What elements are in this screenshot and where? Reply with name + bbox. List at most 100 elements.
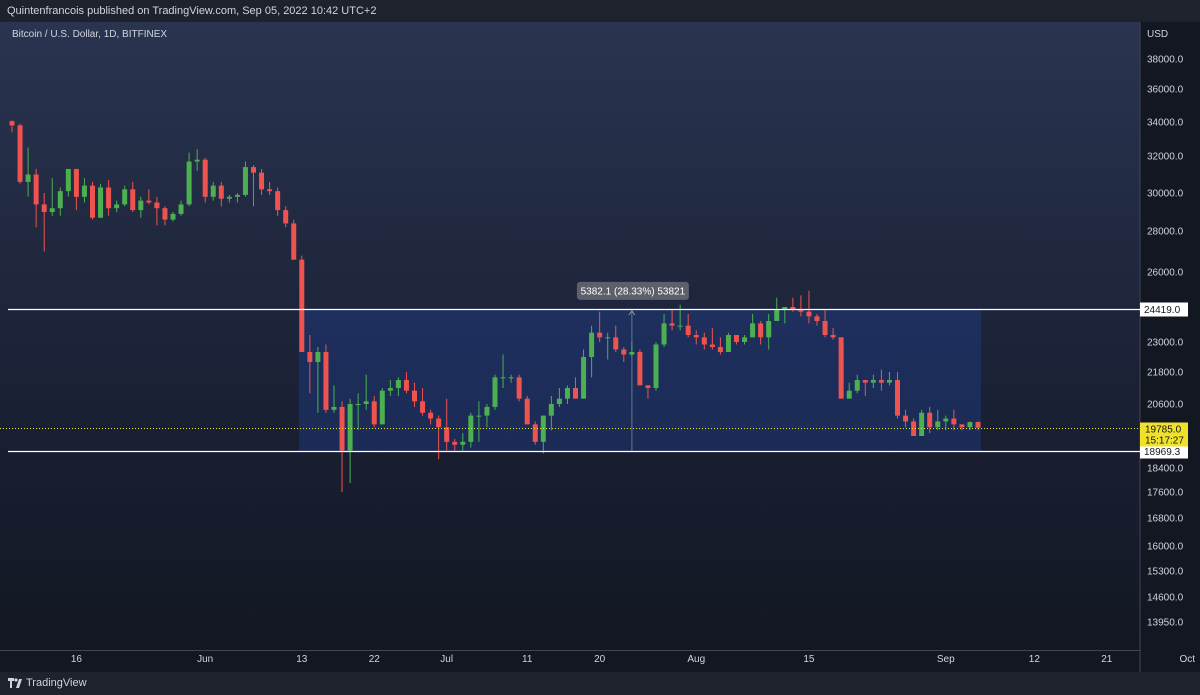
candle-body	[798, 309, 804, 312]
candle-body	[564, 388, 570, 399]
lines-layer	[0, 308, 1140, 453]
candle-body	[106, 187, 112, 209]
candle-body	[347, 404, 353, 451]
candle-body	[766, 321, 772, 338]
time-tick-label: 13	[296, 654, 308, 665]
level-price-label: 24419.0	[1144, 305, 1181, 316]
candle-body	[717, 347, 723, 352]
footer-bar: TradingView	[0, 672, 1200, 695]
candle-body	[226, 196, 232, 199]
candle-body	[677, 325, 683, 327]
candle-body	[725, 335, 731, 352]
candle-body	[299, 259, 305, 352]
candle-body	[621, 349, 627, 355]
candle-body	[790, 307, 796, 310]
candle-body	[806, 311, 812, 317]
time-tick-label: 20	[594, 654, 606, 665]
candle-body	[49, 208, 55, 212]
candle-body	[33, 174, 39, 205]
countdown-label: 15:17:27	[1145, 436, 1184, 447]
current-price-badge	[1140, 422, 1188, 447]
candle-body	[275, 191, 281, 211]
candle-body	[420, 401, 426, 413]
candle-body	[548, 404, 554, 416]
tradingview-logo-icon	[8, 678, 22, 688]
x-axis-background	[0, 650, 1140, 672]
candles-layer	[9, 120, 981, 492]
price-tick-label: 14600.0	[1147, 593, 1184, 604]
candle-body	[267, 189, 273, 192]
candle-body	[387, 388, 393, 391]
price-tick-label: 18400.0	[1147, 464, 1184, 475]
candle-body	[637, 352, 643, 386]
candle-body	[943, 418, 949, 422]
candle-body	[57, 191, 63, 209]
candle-body	[476, 415, 482, 417]
candle-body	[218, 185, 224, 199]
candle-body	[436, 418, 442, 428]
candle-body	[291, 223, 297, 260]
candle-body	[194, 159, 200, 162]
time-tick-label: 15	[803, 654, 815, 665]
publish-info-bar: Quintenfrancois published on TradingView…	[0, 0, 1200, 22]
candle-body	[251, 167, 256, 173]
time-tick-label: 12	[1029, 654, 1041, 665]
price-tick-label: 17600.0	[1147, 488, 1184, 499]
candle-body	[734, 335, 739, 342]
candle-body	[951, 418, 957, 425]
candle-body	[283, 210, 289, 224]
candle-body	[460, 441, 466, 445]
price-tick-label: 16000.0	[1147, 542, 1184, 553]
candle-body	[122, 189, 128, 205]
candle-body	[65, 168, 71, 192]
price-tick-label: 34000.0	[1147, 118, 1184, 129]
candle-body	[17, 125, 23, 182]
candle-body	[484, 406, 490, 416]
measure-label-background	[576, 281, 689, 300]
price-axis: 24419.0 18969.3 19785.015:17:27 38000.0 3600…	[1140, 55, 1188, 629]
candle-body	[911, 421, 917, 436]
publish-line: Quintenfrancois published on TradingView…	[7, 5, 377, 17]
price-tick-label: 28000.0	[1147, 227, 1184, 238]
candle-body	[444, 427, 450, 442]
time-axis: 16Jun1322Jul1120Aug15Sep1221Oct10	[71, 654, 1196, 665]
candle-body	[154, 202, 160, 209]
candle-body	[613, 337, 619, 350]
price-tick-label: 21800.0	[1147, 368, 1184, 379]
candle-body	[363, 401, 369, 404]
price-tick-label: 38000.0	[1147, 55, 1184, 66]
time-tick-label: Jun	[197, 654, 213, 665]
candlestick-chart[interactable]: Bitcoin / U.S. Dollar, 1D, BITFINEX USD …	[0, 22, 1200, 672]
candle-body	[878, 380, 884, 383]
candle-body	[870, 380, 876, 383]
candle-body	[959, 424, 965, 428]
candle-body	[242, 167, 248, 195]
price-tick-label: 32000.0	[1147, 152, 1184, 163]
candle-body	[234, 194, 240, 197]
candle-body	[379, 390, 385, 425]
candle-body	[412, 390, 417, 402]
candle-body	[41, 204, 47, 212]
candle-body	[589, 332, 595, 357]
candle-body	[468, 415, 474, 442]
candle-body	[685, 325, 691, 335]
candle-body	[492, 377, 498, 407]
time-tick-label: 11	[522, 654, 533, 665]
candle-body	[629, 352, 635, 355]
candle-body	[919, 412, 925, 436]
candle-body	[210, 185, 216, 197]
price-tick-label: 36000.0	[1147, 85, 1184, 96]
candle-body	[307, 352, 313, 362]
time-tick-label: 22	[369, 654, 381, 665]
candle-body	[846, 390, 852, 399]
candle-body	[709, 344, 715, 347]
candle-body	[90, 185, 95, 218]
time-tick-label: Oct	[1180, 654, 1196, 665]
candle-body	[500, 377, 506, 379]
candle-body	[170, 213, 176, 220]
candle-body	[742, 337, 748, 342]
candle-body	[395, 380, 401, 388]
candle-body	[138, 200, 144, 211]
candle-body	[532, 424, 538, 442]
time-tick-label: 16	[71, 654, 83, 665]
